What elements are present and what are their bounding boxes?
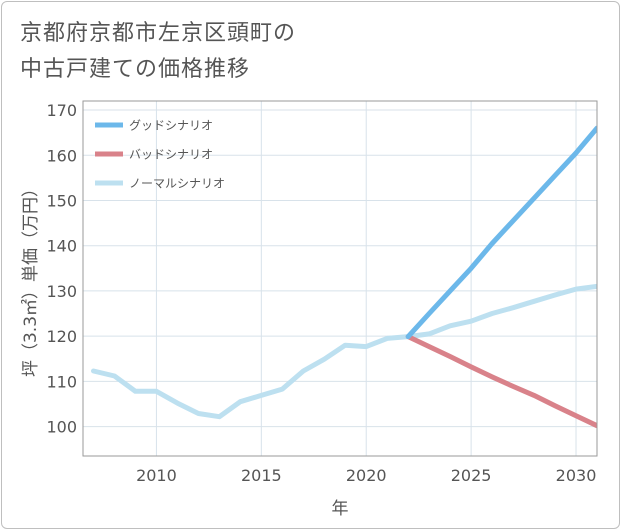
series-lines — [91, 125, 597, 429]
x-tick-2025: 2025 — [451, 466, 492, 485]
chart-title-line-1: 京都府京都市左京区頭町の — [20, 21, 297, 46]
x-tick-2015: 2015 — [241, 466, 282, 485]
y-tick-110: 110 — [46, 372, 77, 391]
series-line-good — [405, 125, 597, 340]
y-tick-labels: 100 110 120 130 140 150 160 170 — [46, 101, 77, 437]
y-tick-170: 170 — [46, 101, 77, 120]
legend-label-normal: ノーマルシナリオ — [129, 177, 225, 191]
series-line-bad — [405, 334, 597, 429]
x-tick-2010: 2010 — [136, 466, 177, 485]
plot-area-frame — [82, 100, 598, 457]
y-axis-title: 坪（3.3㎡）単価（万円） — [21, 180, 41, 377]
x-tick-2020: 2020 — [346, 466, 387, 485]
legend-label-good: グッドシナリオ — [129, 119, 213, 133]
y-tick-100: 100 — [46, 418, 77, 437]
y-tick-160: 160 — [46, 146, 77, 165]
legend-label-bad: バッドシナリオ — [129, 148, 213, 162]
chart-title: 京都府京都市左京区頭町の 中古戸建ての価格推移 — [20, 16, 600, 88]
series-line-normal — [91, 283, 597, 420]
y-tick-130: 130 — [46, 282, 77, 301]
y-tick-140: 140 — [46, 237, 77, 256]
chart-title-line-2: 中古戸建ての価格推移 — [20, 57, 251, 82]
x-tick-labels: 2010 2015 2020 2025 2030 — [136, 466, 596, 485]
x-tick-2030: 2030 — [556, 466, 597, 485]
y-tick-120: 120 — [46, 327, 77, 346]
y-tick-150: 150 — [46, 191, 77, 210]
x-axis-title: 年 — [332, 499, 349, 519]
grid-lines — [83, 101, 597, 456]
